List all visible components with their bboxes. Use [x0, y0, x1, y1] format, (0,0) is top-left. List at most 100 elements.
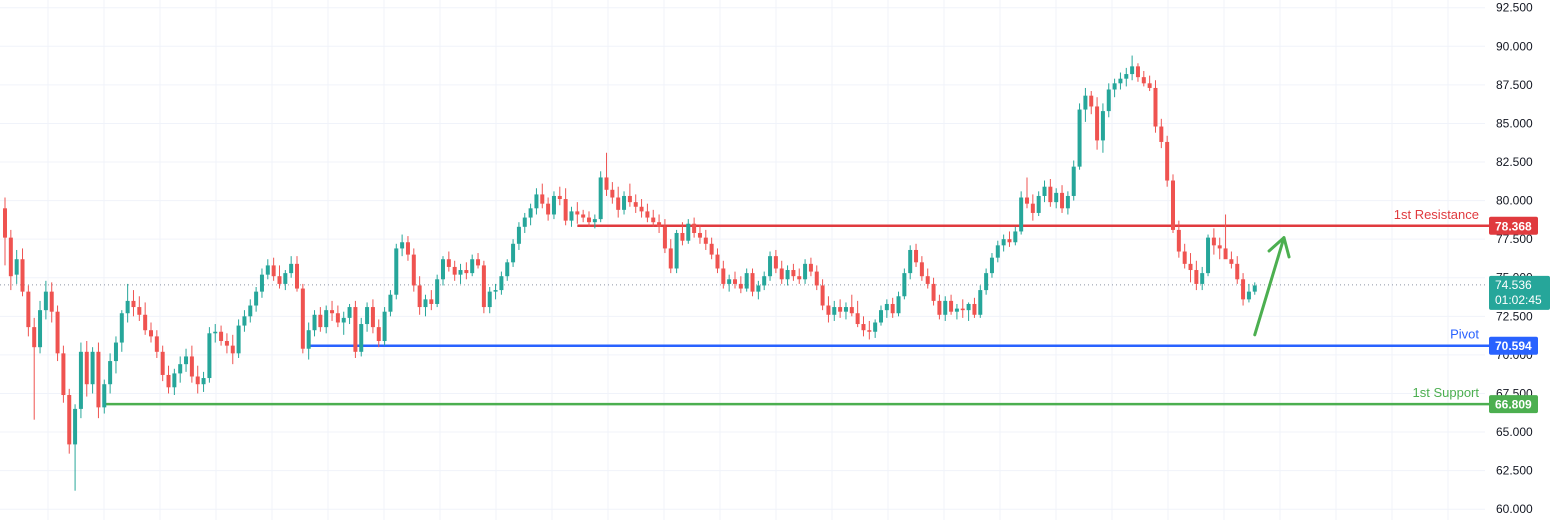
candle-body — [1141, 77, 1146, 84]
candle-body — [300, 288, 305, 349]
level-price-badge — [1489, 216, 1538, 235]
candle-body — [879, 310, 883, 323]
candle-body — [400, 242, 405, 249]
price-axis: 92.500 90.000 87.500 85.000 82.500 80.000 77.5… — [1496, 1, 1533, 516]
candle-body — [1241, 279, 1246, 300]
candle-body — [896, 296, 901, 314]
candle-body — [195, 376, 200, 385]
candle-body — [1229, 259, 1234, 264]
candle-body — [1019, 197, 1024, 232]
y-tick-label: 80.000 — [1496, 194, 1533, 208]
candle-body — [1165, 141, 1170, 181]
candle-body — [230, 345, 235, 354]
candle-body — [657, 222, 662, 227]
candle-body — [160, 351, 165, 375]
candle-body — [610, 189, 615, 198]
candle-body — [668, 248, 673, 269]
level-name-label: Pivot — [1450, 327, 1479, 342]
candle-body — [703, 237, 708, 244]
candle-body — [814, 271, 819, 286]
candle-body — [557, 195, 562, 200]
candle-body — [768, 256, 773, 277]
candle-body — [131, 300, 136, 308]
candle-body — [73, 408, 78, 445]
candle-body — [61, 353, 66, 396]
candle-body — [43, 291, 48, 311]
candle-body — [908, 249, 913, 274]
y-tick-label: 92.500 — [1496, 1, 1533, 15]
annotation-arrow — [1253, 236, 1291, 337]
candle-body — [604, 177, 609, 190]
candle-body — [569, 211, 574, 221]
candle-body — [902, 273, 907, 297]
candle-body — [1100, 111, 1105, 141]
candle-body — [563, 199, 568, 221]
candle-body — [3, 208, 7, 238]
candle-body — [330, 310, 335, 314]
candle-body — [213, 331, 218, 334]
candle-body — [744, 273, 749, 289]
candle-body — [943, 300, 948, 315]
candle-body — [738, 283, 743, 289]
candle-body — [184, 356, 189, 365]
candle-body — [102, 384, 107, 408]
candle-body — [808, 263, 813, 272]
candle-body — [1083, 95, 1088, 110]
candle-body — [90, 351, 95, 385]
candle-body — [505, 262, 510, 277]
candle-body — [779, 268, 784, 280]
candle-body — [78, 351, 83, 409]
candle-body — [540, 194, 545, 204]
candle-body — [259, 274, 264, 292]
candle-body — [727, 279, 732, 284]
candle-body — [1089, 95, 1094, 107]
y-tick-label: 87.500 — [1496, 78, 1533, 92]
candle-body — [1124, 74, 1129, 79]
last-price-badge — [1489, 275, 1550, 310]
candle-body — [178, 364, 183, 374]
candle-body — [662, 226, 667, 249]
candle-body — [1176, 229, 1181, 252]
candle-body — [978, 290, 983, 315]
candle-body — [692, 223, 697, 233]
candle-body — [966, 303, 971, 311]
candle-body — [1112, 83, 1117, 90]
candle-body — [919, 262, 924, 277]
grid — [0, 0, 1485, 520]
candle-body — [995, 245, 1000, 258]
candle-body — [861, 324, 866, 331]
candle-body — [855, 313, 860, 325]
candle-body — [388, 294, 393, 312]
candle-body — [318, 314, 323, 328]
candle-body — [873, 322, 878, 332]
candle-body — [67, 395, 72, 445]
candle-body — [417, 285, 422, 308]
candle-body — [166, 374, 171, 388]
y-tick-label: 85.000 — [1496, 116, 1533, 130]
candle-body — [587, 217, 591, 223]
candle-body — [633, 202, 638, 207]
candle-body — [1217, 245, 1222, 249]
candle-body — [376, 327, 381, 342]
candle-body — [149, 330, 153, 337]
candle-body — [423, 299, 428, 308]
candle-body — [224, 341, 229, 346]
candle-body — [1194, 270, 1199, 284]
candle-body — [283, 273, 288, 284]
candle-body — [522, 217, 527, 227]
candle-body — [1223, 248, 1228, 260]
candle-body — [470, 259, 475, 274]
candle-body — [1077, 109, 1082, 167]
candle-body — [516, 226, 521, 244]
candle-body — [715, 254, 720, 269]
candle-body — [989, 257, 994, 274]
level-price-label: 70.594 — [1495, 339, 1532, 353]
y-tick-label: 72.500 — [1496, 309, 1533, 323]
candle-body — [464, 270, 469, 274]
candle-body — [598, 177, 603, 220]
candle-body — [271, 265, 276, 277]
candle-body — [546, 203, 551, 215]
candle-body — [674, 232, 679, 269]
